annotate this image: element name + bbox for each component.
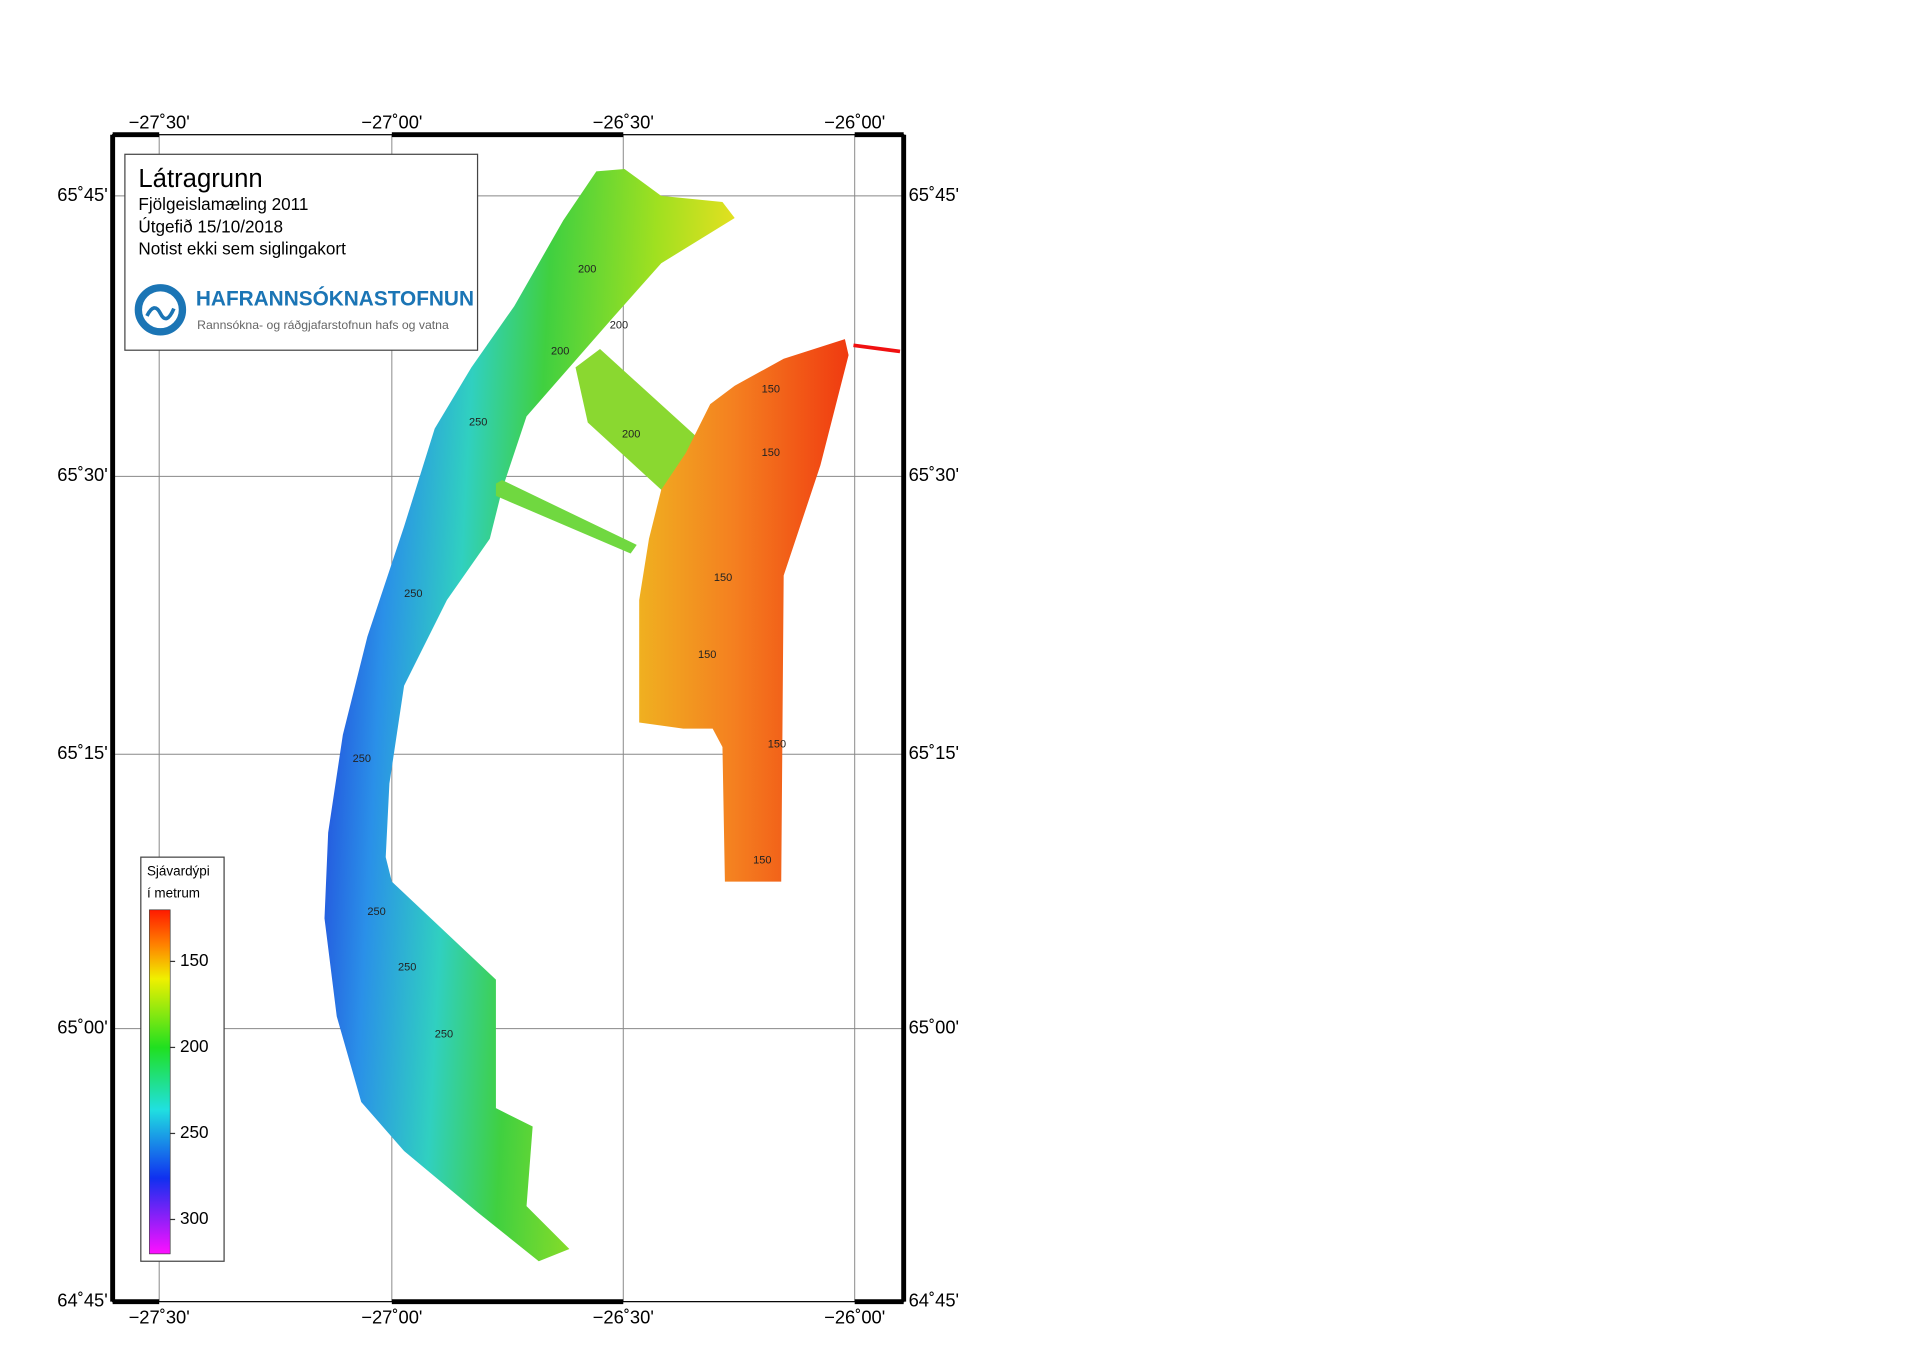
map-title: Látragrunn: [138, 165, 262, 193]
contour-label: 150: [762, 447, 780, 459]
map: 200 200 200 200 250 250 250 250 250 250 …: [57, 112, 959, 1328]
title-box: Látragrunn Fjölgeislamæling 2011 Útgefið…: [124, 153, 479, 351]
latitude-label: 65˚15': [909, 742, 959, 763]
bathymetry: [324, 168, 901, 1262]
longitude-labels: −27˚30' −27˚00' −26˚30' −26˚00' −27˚30' …: [129, 112, 886, 1328]
survey-swath: [324, 168, 735, 1262]
survey-line: [853, 343, 901, 354]
colorbar-label: 300: [180, 1208, 209, 1228]
contour-label: 200: [578, 263, 596, 275]
longitude-label: −27˚30': [129, 112, 190, 133]
contour-label: 250: [367, 906, 385, 918]
contour-label: 250: [469, 416, 487, 428]
longitude-label: −26˚30': [593, 112, 654, 133]
latitude-label: 65˚45': [57, 184, 107, 205]
colorbar-label: 200: [180, 1036, 209, 1056]
longitude-label: −27˚00': [361, 112, 422, 133]
title-line: Fjölgeislamæling 2011: [138, 194, 308, 214]
contour-label: 200: [551, 345, 569, 357]
latitude-label: 65˚00': [909, 1016, 959, 1037]
contour-label: 150: [762, 383, 780, 395]
legend-title: Sjávardýpi: [147, 863, 210, 878]
contour-label: 250: [404, 588, 422, 600]
survey-swath: [495, 480, 637, 554]
latitude-label: 64˚45': [909, 1289, 959, 1310]
contour-label: 150: [768, 738, 786, 750]
contour-label: 200: [622, 429, 640, 441]
contour-label: 150: [698, 649, 716, 661]
latitude-label: 65˚00': [57, 1016, 107, 1037]
logo-subtitle: Rannsókna- og ráðgjafarstofnun hafs og v…: [197, 318, 449, 332]
longitude-label: −27˚30': [129, 1307, 190, 1328]
logo-name: HAFRANNSÓKNASTOFNUN: [196, 287, 474, 311]
colorbar-label: 250: [180, 1122, 209, 1142]
longitude-label: −26˚00': [824, 112, 885, 133]
contour-label: 150: [753, 855, 771, 867]
colorbar: [149, 909, 171, 1255]
longitude-label: −26˚30': [593, 1307, 654, 1328]
latitude-label: 65˚45': [909, 184, 959, 205]
title-line: Notist ekki sem siglingakort: [138, 238, 346, 258]
latitude-labels: 65˚45' 65˚30' 65˚15' 65˚00' 64˚45' 65˚45…: [57, 184, 959, 1311]
legend-title: í metrum: [147, 885, 200, 900]
latitude-label: 65˚30': [57, 464, 107, 485]
title-line: Útgefið 15/10/2018: [138, 216, 283, 236]
contour-label: 200: [610, 320, 628, 332]
frame-ticks: [110, 132, 907, 1305]
colorbar-label: 150: [180, 950, 209, 970]
longitude-label: −27˚00': [361, 1307, 422, 1328]
contour-label: 250: [353, 753, 371, 765]
legend: Sjávardýpi í metrum 150 200 250 300: [140, 856, 225, 1262]
contour-label: 150: [714, 572, 732, 584]
contour-labels: 200 200 200 200 250 250 250 250 250 250 …: [353, 263, 786, 1040]
logo-icon: [134, 284, 187, 336]
longitude-label: −26˚00': [824, 1307, 885, 1328]
latitude-label: 64˚45': [57, 1289, 107, 1310]
contour-label: 250: [435, 1029, 453, 1041]
latitude-label: 65˚30': [909, 464, 959, 485]
survey-swath: [639, 339, 849, 882]
contour-label: 250: [398, 961, 416, 973]
latitude-label: 65˚15': [57, 742, 107, 763]
